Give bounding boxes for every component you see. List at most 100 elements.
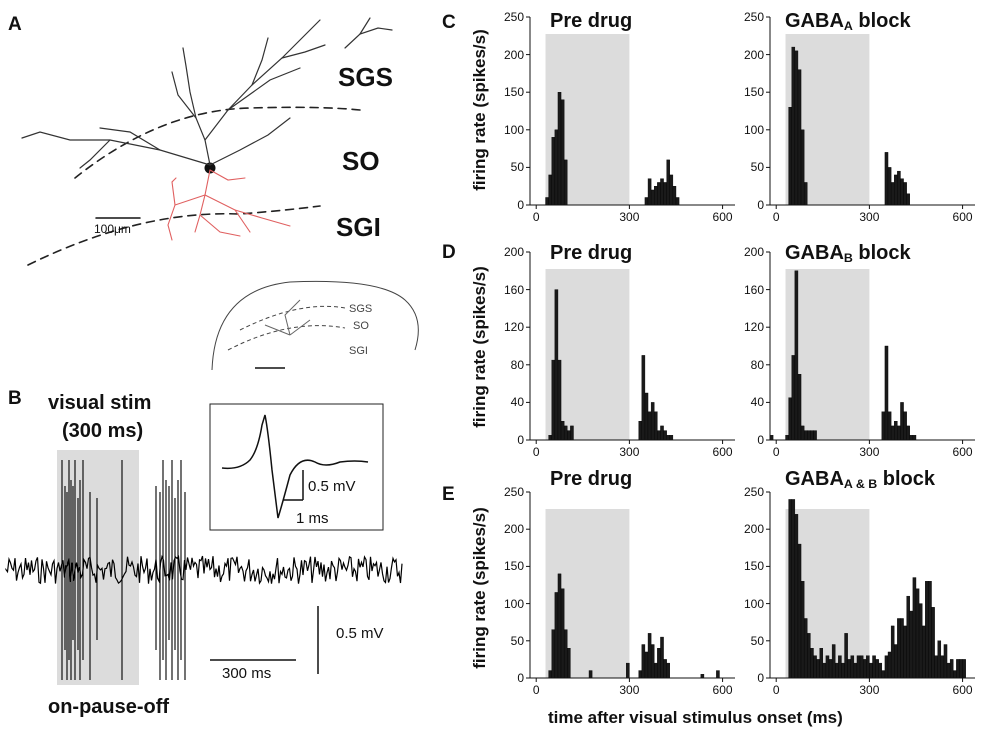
ytick-label-D-right-3: 120	[743, 320, 764, 335]
chart-title-d-right: GABAB block	[785, 242, 911, 266]
sgs-so-boundary	[74, 106, 361, 179]
chart-E-left	[526, 491, 735, 682]
xtick-label-C-left-2: 600	[712, 210, 733, 224]
bar-D-right-4	[794, 270, 799, 441]
ytick-label-C-right-2: 100	[743, 122, 764, 137]
layer-label-sgi: SGI	[336, 212, 381, 242]
bar-D-left-17	[666, 435, 670, 441]
bar-E-right-34	[894, 644, 898, 679]
xtick-label-E-left-1: 300	[619, 683, 640, 697]
bar-C-right-1	[791, 46, 796, 206]
bar-E-left-7	[588, 670, 593, 679]
neuron-reconstruction	[21, 17, 393, 266]
bar-E-right-19	[847, 659, 851, 679]
bar-C-right-9	[894, 174, 898, 206]
dendrite-10	[344, 27, 393, 49]
bar-E-right-5	[803, 618, 808, 679]
dendrite-6	[21, 131, 211, 166]
chart-title-e-right: GABAA & B block	[785, 468, 935, 492]
bar-E-left-15	[657, 648, 661, 679]
bar-C-left-10	[654, 185, 658, 206]
ytick-label-E-left-4: 200	[503, 522, 524, 537]
bar-C-left-11	[657, 182, 661, 206]
bar-C-right-11	[900, 178, 904, 206]
ytick-label-D-right-1: 40	[750, 395, 764, 410]
bar-D-right-21	[912, 435, 917, 441]
bar-D-left-3	[557, 359, 562, 441]
ytick-label-C-left-4: 200	[503, 47, 524, 62]
bar-E-right-14	[831, 644, 836, 679]
ytick-label-E-left-2: 100	[503, 596, 524, 611]
chart-D-right	[766, 251, 975, 444]
bar-E-right-18	[844, 633, 848, 679]
bar-D-left-1	[551, 359, 556, 441]
bar-C-left-9	[650, 189, 655, 206]
bar-D-left-7	[570, 425, 574, 441]
dendrite-0	[182, 47, 211, 166]
bar-C-right-8	[890, 182, 895, 206]
inset-boundary-2	[227, 325, 346, 351]
bar-E-left-16	[660, 636, 664, 679]
bar-D-left-14	[657, 430, 661, 441]
dendrite-8	[79, 139, 111, 169]
ytick-label-D-right-4: 160	[743, 282, 764, 297]
bar-C-left-6	[563, 159, 568, 206]
bar-C-right-5	[803, 182, 808, 206]
bar-D-right-9	[810, 430, 814, 441]
xtick-label-D-right-1: 300	[859, 445, 880, 459]
bar-C-right-12	[903, 182, 907, 206]
dendrite-3	[251, 37, 269, 86]
bar-C-right-2	[794, 50, 799, 206]
xtick-label-D-left-1: 300	[619, 445, 640, 459]
bar-E-right-7	[810, 648, 814, 679]
bar-D-left-8	[638, 421, 643, 441]
bar-E-right-32	[887, 651, 892, 679]
ytick-label-D-left-2: 80	[510, 357, 524, 372]
bar-E-right-15	[835, 662, 839, 679]
bar-E-left-14	[654, 662, 658, 679]
bar-D-left-18	[669, 435, 674, 441]
bar-D-right-13	[887, 411, 892, 441]
dendrite-2	[204, 19, 321, 141]
inset-layer-so: SO	[353, 320, 369, 332]
voltage-trace	[5, 403, 403, 685]
stim-label-line1: visual stim	[48, 392, 152, 414]
bar-E-right-16	[838, 655, 842, 679]
xtick-label-D-right-0: 0	[772, 445, 780, 459]
bar-E-right-4	[800, 581, 805, 679]
ytick-label-D-right-2: 80	[750, 357, 764, 372]
bar-E-left-9	[638, 670, 643, 679]
bar-D-left-9	[641, 355, 646, 441]
xtick-label-E-left-0: 0	[532, 683, 540, 697]
bar-C-right-10	[897, 170, 901, 206]
bar-E-right-13	[828, 659, 833, 679]
axon-branch-2	[204, 194, 291, 227]
bar-E-left-5	[563, 629, 568, 679]
bar-E-right-44	[925, 581, 929, 679]
bar-D-right-20	[909, 435, 914, 441]
bar-D-right-15	[894, 421, 898, 441]
bar-E-right-8	[813, 655, 817, 679]
bar-D-right-14	[890, 425, 895, 441]
bar-E-right-40	[912, 577, 917, 679]
chart-D-left	[526, 251, 735, 444]
bar-E-right-54	[956, 659, 960, 679]
ytick-label-E-right-5: 250	[743, 485, 764, 499]
ytick-label-D-left-4: 160	[503, 282, 524, 297]
bar-E-right-49	[940, 655, 945, 679]
xtick-label-C-right-0: 0	[772, 210, 780, 224]
xlabel: time after visual stimulus onset (ms)	[548, 708, 843, 727]
ytick-label-E-left-1: 50	[510, 633, 524, 648]
bar-E-left-19	[700, 674, 705, 679]
bar-D-right-3	[791, 355, 796, 441]
bar-E-left-1	[551, 629, 556, 679]
layer-label-so: SO	[342, 146, 380, 176]
ytick-label-C-left-1: 50	[510, 160, 524, 175]
bar-C-left-15	[669, 174, 674, 206]
bar-C-left-13	[663, 182, 667, 206]
bar-E-right-37	[903, 625, 907, 679]
bar-D-right-1	[785, 435, 789, 441]
dendrite-4	[281, 44, 326, 59]
bar-D-right-18	[903, 411, 907, 441]
